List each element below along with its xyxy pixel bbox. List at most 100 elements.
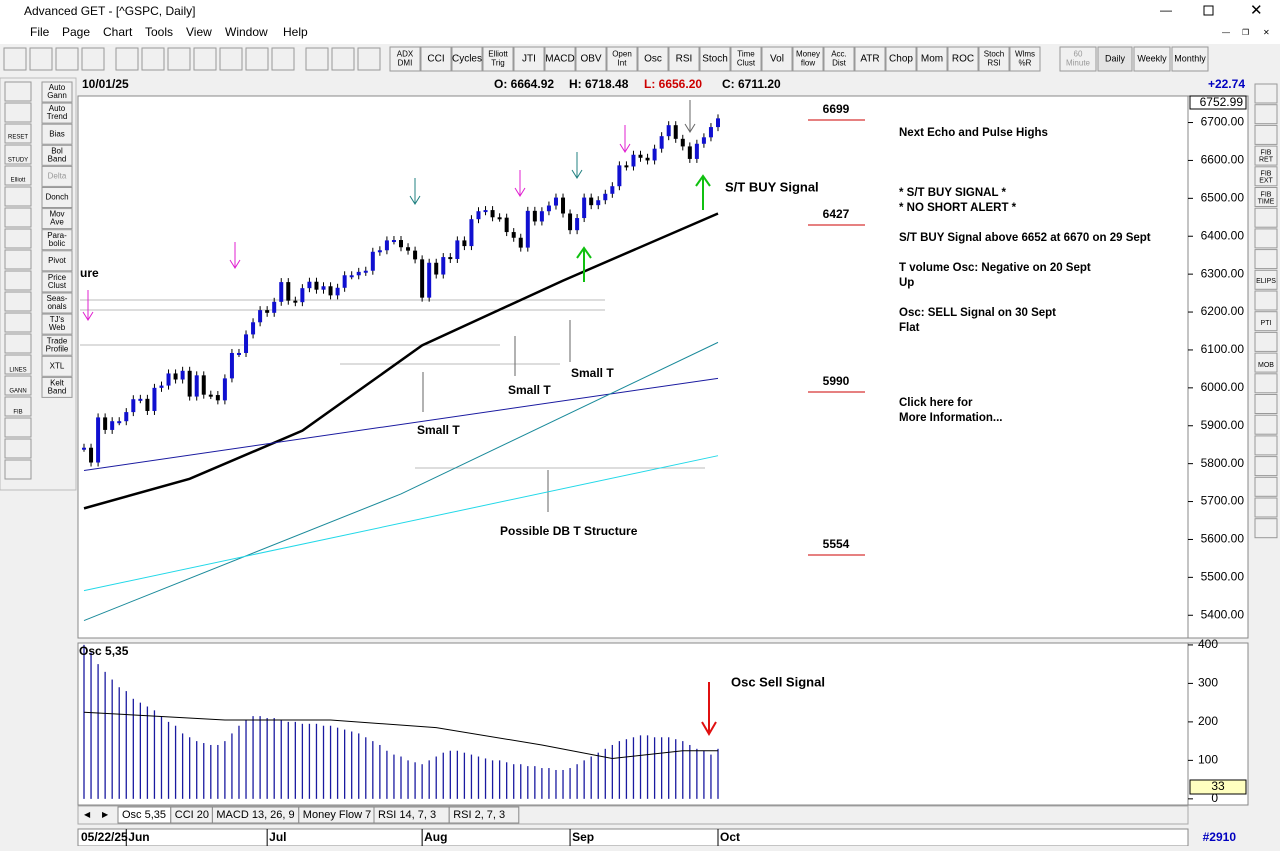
tab-label[interactable]: MACD 13, 26, 9 xyxy=(216,809,294,821)
toolbar-button[interactable] xyxy=(792,46,824,72)
maximize[interactable] xyxy=(1203,5,1214,16)
left-tool-button[interactable] xyxy=(41,355,73,377)
timeframe-button[interactable] xyxy=(1097,46,1133,72)
timeframe-button[interactable] xyxy=(1133,46,1171,72)
toolbar-button[interactable] xyxy=(823,46,855,72)
toolbar-icon[interactable] xyxy=(115,47,139,71)
toolbar-icon[interactable] xyxy=(271,47,295,71)
tab-label[interactable]: Money Flow 7 xyxy=(303,809,371,821)
note[interactable]: More Information... xyxy=(899,412,1003,424)
menu-item[interactable]: View xyxy=(186,25,212,39)
left-icon[interactable] xyxy=(4,144,32,165)
left-tool-button[interactable] xyxy=(41,187,73,208)
right-icon[interactable] xyxy=(1254,207,1278,228)
toolbar-icon[interactable] xyxy=(357,47,381,71)
left-icon[interactable] xyxy=(4,186,32,207)
menu-item[interactable]: Window xyxy=(225,25,268,39)
right-icon[interactable] xyxy=(1254,497,1278,518)
toolbar-icon[interactable] xyxy=(219,47,243,71)
left-icon[interactable] xyxy=(4,375,32,396)
left-icon[interactable] xyxy=(4,102,32,123)
toolbar-icon[interactable] xyxy=(167,47,191,71)
tab-label[interactable]: RSI 14, 7, 3 xyxy=(378,809,436,821)
toolbar-button[interactable] xyxy=(947,46,979,72)
toolbar-button[interactable] xyxy=(420,46,452,72)
toolbar-button[interactable] xyxy=(389,46,421,72)
toolbar-button[interactable] xyxy=(544,46,576,72)
left-tool-button[interactable] xyxy=(41,229,73,251)
left-icon[interactable] xyxy=(4,165,32,186)
right-icon[interactable] xyxy=(1254,269,1278,290)
right-icon[interactable] xyxy=(1254,476,1278,497)
left-tool-button[interactable] xyxy=(41,102,73,124)
toolbar-button[interactable] xyxy=(854,46,886,72)
left-icon[interactable] xyxy=(4,333,32,354)
right-icon[interactable] xyxy=(1254,311,1278,332)
left-icon[interactable] xyxy=(4,291,32,312)
toolbar-icon[interactable] xyxy=(29,47,53,71)
toolbar-icon[interactable] xyxy=(141,47,165,71)
toolbar-button[interactable] xyxy=(606,46,638,72)
right-icon[interactable] xyxy=(1254,249,1278,270)
left-tool-button[interactable] xyxy=(41,271,73,293)
tab-label[interactable]: Osc 5,35 xyxy=(122,809,166,821)
close[interactable]: ✕ xyxy=(1250,2,1263,19)
toolbar-button[interactable] xyxy=(916,46,948,72)
toolbar-icon[interactable] xyxy=(193,47,217,71)
toolbar-icon[interactable] xyxy=(55,47,79,71)
left-tool-button[interactable] xyxy=(41,313,73,335)
tab[interactable] xyxy=(448,806,520,824)
right-icon[interactable] xyxy=(1254,518,1278,539)
right-icon[interactable] xyxy=(1254,352,1278,373)
minimize[interactable]: — xyxy=(1160,3,1172,17)
toolbar-button[interactable] xyxy=(451,46,483,72)
menu-item[interactable]: Page xyxy=(62,25,90,39)
mdi-close[interactable]: ✕ xyxy=(1263,28,1270,37)
right-icon[interactable] xyxy=(1254,373,1278,394)
toolbar-button[interactable] xyxy=(699,46,731,72)
left-tool-button[interactable] xyxy=(41,81,73,103)
toolbar-icon[interactable] xyxy=(305,47,329,71)
toolbar-button[interactable] xyxy=(513,46,545,72)
mdi-min[interactable]: — xyxy=(1222,28,1230,37)
toolbar-icon[interactable] xyxy=(245,47,269,71)
toolbar-button[interactable] xyxy=(1009,46,1041,72)
right-icon[interactable] xyxy=(1254,83,1278,104)
left-icon[interactable] xyxy=(4,81,32,102)
timeframe-button[interactable] xyxy=(1171,46,1209,72)
right-icon[interactable] xyxy=(1254,414,1278,435)
right-icon[interactable] xyxy=(1254,124,1278,145)
right-icon[interactable] xyxy=(1254,145,1278,166)
toolbar-button[interactable] xyxy=(575,46,607,72)
toolbar-icon[interactable] xyxy=(331,47,355,71)
left-tool-button[interactable] xyxy=(41,208,73,230)
left-icon[interactable] xyxy=(4,354,32,375)
toolbar-button[interactable] xyxy=(978,46,1010,72)
toolbar-button[interactable] xyxy=(668,46,700,72)
toolbar-button[interactable] xyxy=(482,46,514,72)
left-tool-button[interactable] xyxy=(41,123,73,145)
tab-scroll[interactable]: ◀ xyxy=(84,810,91,819)
left-tool-button[interactable] xyxy=(41,292,73,314)
toolbar-button[interactable] xyxy=(761,46,793,72)
toolbar-button[interactable] xyxy=(637,46,669,72)
left-icon[interactable] xyxy=(4,417,32,438)
tab-label[interactable]: RSI 2, 7, 3 xyxy=(453,809,505,821)
tab-scroll[interactable]: ▶ xyxy=(102,810,109,819)
menu-item[interactable]: Chart xyxy=(103,25,133,39)
menu-item[interactable]: File xyxy=(30,25,50,39)
left-tool-button[interactable] xyxy=(41,376,73,398)
right-icon[interactable] xyxy=(1254,394,1278,414)
left-icon[interactable] xyxy=(4,459,32,480)
left-icon[interactable] xyxy=(4,123,32,144)
right-icon[interactable] xyxy=(1254,228,1278,249)
left-tool-button[interactable] xyxy=(41,250,73,272)
left-icon[interactable] xyxy=(4,207,32,228)
toolbar-icon[interactable] xyxy=(81,47,105,71)
left-icon[interactable] xyxy=(4,312,32,333)
left-icon[interactable] xyxy=(4,438,32,459)
left-icon[interactable] xyxy=(4,270,32,291)
right-icon[interactable] xyxy=(1254,187,1278,207)
toolbar-icon[interactable] xyxy=(3,47,27,71)
tab-label[interactable]: CCI 20 xyxy=(175,809,209,821)
